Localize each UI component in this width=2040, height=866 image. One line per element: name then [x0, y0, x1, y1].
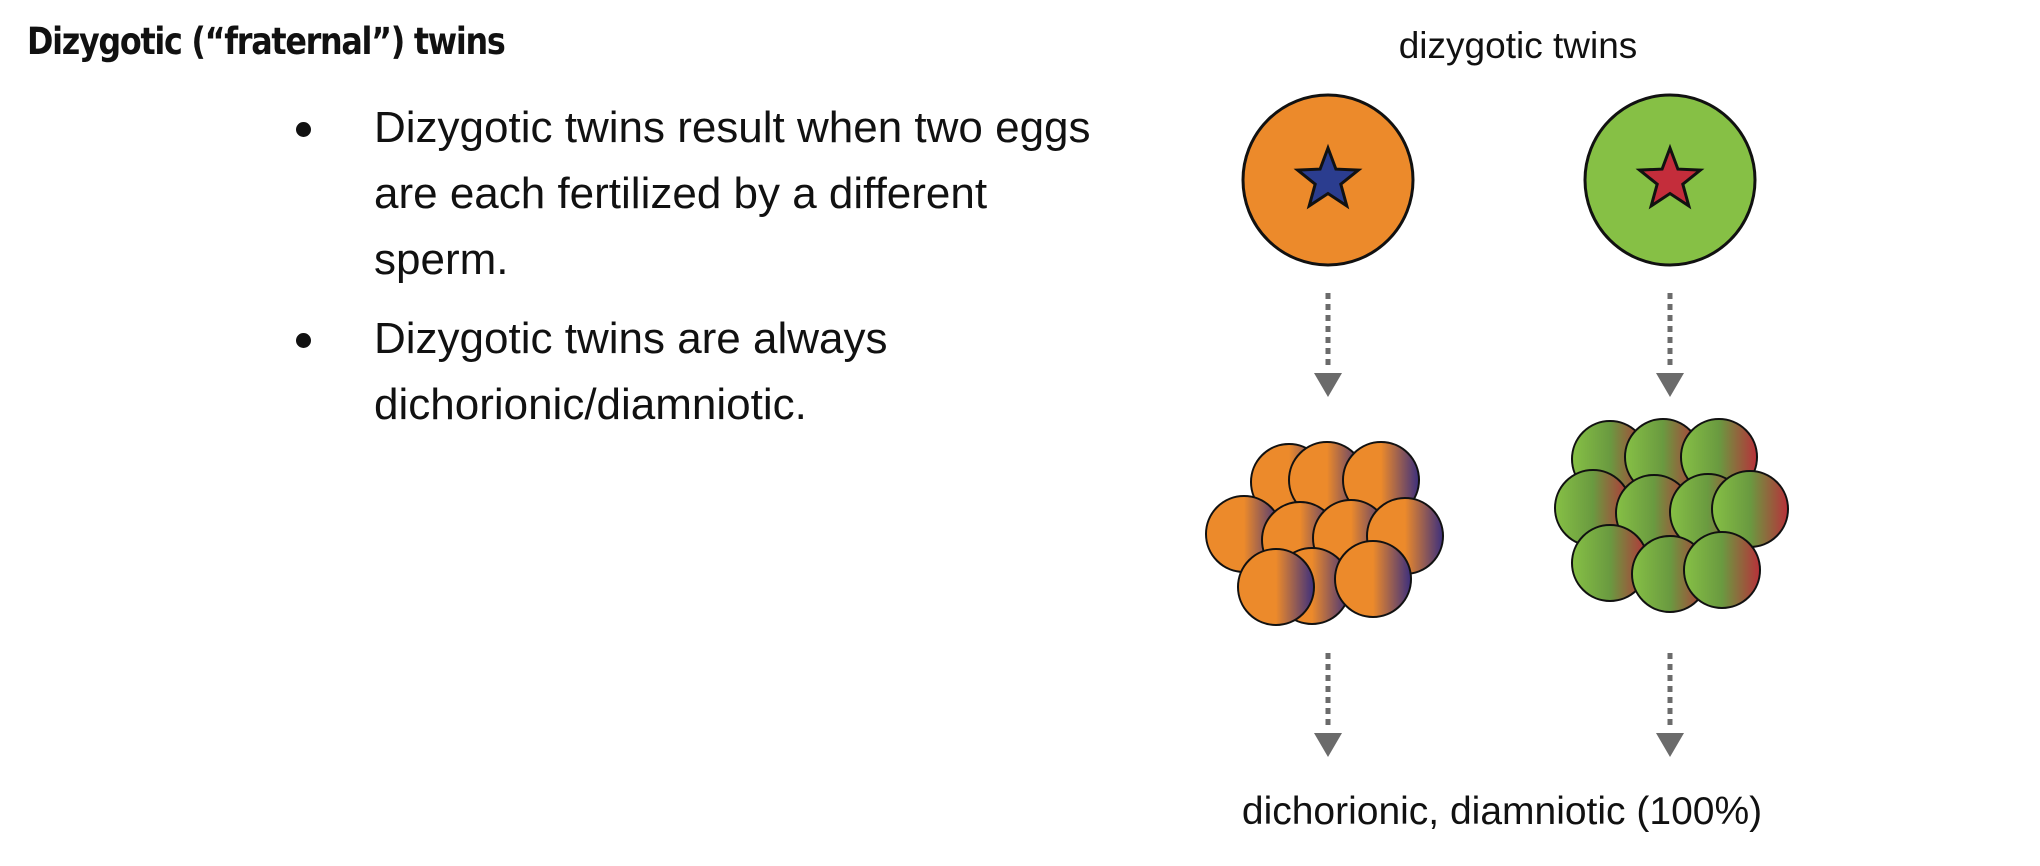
- diagram-heading: dizygotic twins: [1399, 25, 1638, 66]
- left-egg: [1241, 93, 1415, 267]
- morula-cell: [1334, 540, 1412, 618]
- arrow-down-icon: [1656, 653, 1684, 757]
- diagram-footer: dichorionic, diamniotic (100%): [1242, 790, 1762, 833]
- bullet-dot-icon: [296, 122, 311, 137]
- slide-title: Dizygotic (“fraternal”) twins: [27, 20, 506, 63]
- arrow-down-icon: [1656, 293, 1684, 397]
- sperm-star-icon: [1635, 143, 1705, 210]
- arrow-down-icon: [1314, 653, 1342, 757]
- right-egg: [1583, 93, 1757, 267]
- bullet-item: Dizygotic twins are always dichorionic/d…: [290, 306, 1120, 438]
- morula-cell: [1237, 548, 1315, 626]
- bullet-list: Dizygotic twins result when two eggs are…: [290, 95, 1120, 451]
- left-morula: [1205, 441, 1444, 626]
- bullet-text: Dizygotic twins result when two eggs are…: [374, 103, 1091, 284]
- arrow-down-icon: [1314, 293, 1342, 397]
- morula-cell: [1683, 531, 1761, 609]
- sperm-star-icon: [1293, 143, 1363, 210]
- right-morula: [1554, 418, 1789, 613]
- bullet-item: Dizygotic twins result when two eggs are…: [290, 95, 1120, 293]
- bullet-text: Dizygotic twins are always dichorionic/d…: [374, 314, 888, 429]
- bullet-dot-icon: [296, 333, 311, 348]
